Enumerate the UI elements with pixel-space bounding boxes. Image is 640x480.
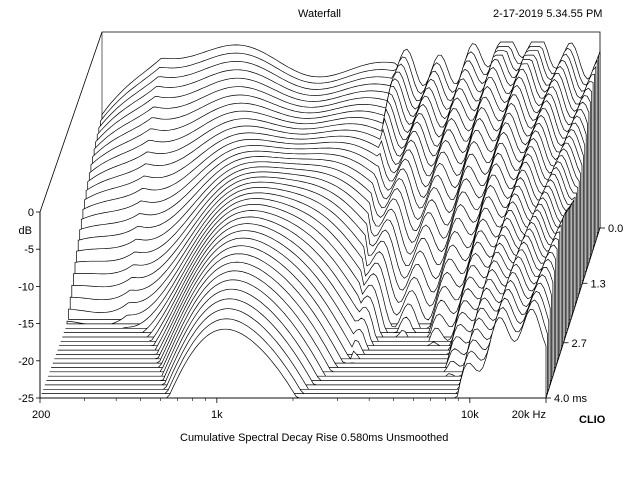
frequency-axis: 200 1k 10k 20k Hz bbox=[32, 397, 547, 421]
decay-slice bbox=[47, 267, 554, 377]
z-axis: 0 -5 -10 -15 -20 -25 dB bbox=[18, 207, 41, 405]
z-tick-label: 0 bbox=[28, 207, 34, 219]
timestamp: 2-17-2019 5.34.55 PM bbox=[493, 8, 603, 20]
x-tick-label: 200 bbox=[32, 409, 50, 421]
chart-title: Waterfall bbox=[298, 8, 341, 20]
x-tick-label: 20k Hz bbox=[512, 409, 546, 421]
time-tick-label: 4.0 ms bbox=[554, 393, 588, 405]
time-axis: 0.0 1.3 2.7 4.0 ms bbox=[545, 223, 623, 405]
x-tick-label: 1k bbox=[211, 409, 223, 421]
time-axis-line bbox=[545, 227, 601, 399]
x-tick-label: 10k bbox=[461, 409, 479, 421]
z-tick-label: -15 bbox=[18, 319, 34, 331]
decay-slices bbox=[40, 41, 601, 399]
z-tick-label: -20 bbox=[18, 356, 34, 368]
z-tick-label: -25 bbox=[18, 393, 34, 405]
z-unit-label: dB bbox=[19, 225, 32, 237]
z-tick-label: -5 bbox=[24, 244, 34, 256]
time-tick-label: 0.0 bbox=[608, 223, 623, 235]
time-tick-label: 1.3 bbox=[590, 278, 605, 290]
brand-logo-text: CLIO bbox=[579, 414, 606, 426]
z-tick-label: -10 bbox=[18, 281, 34, 293]
time-tick-label: 2.7 bbox=[572, 338, 587, 350]
chart-caption: Cumulative Spectral Decay Rise 0.580ms U… bbox=[180, 432, 449, 444]
